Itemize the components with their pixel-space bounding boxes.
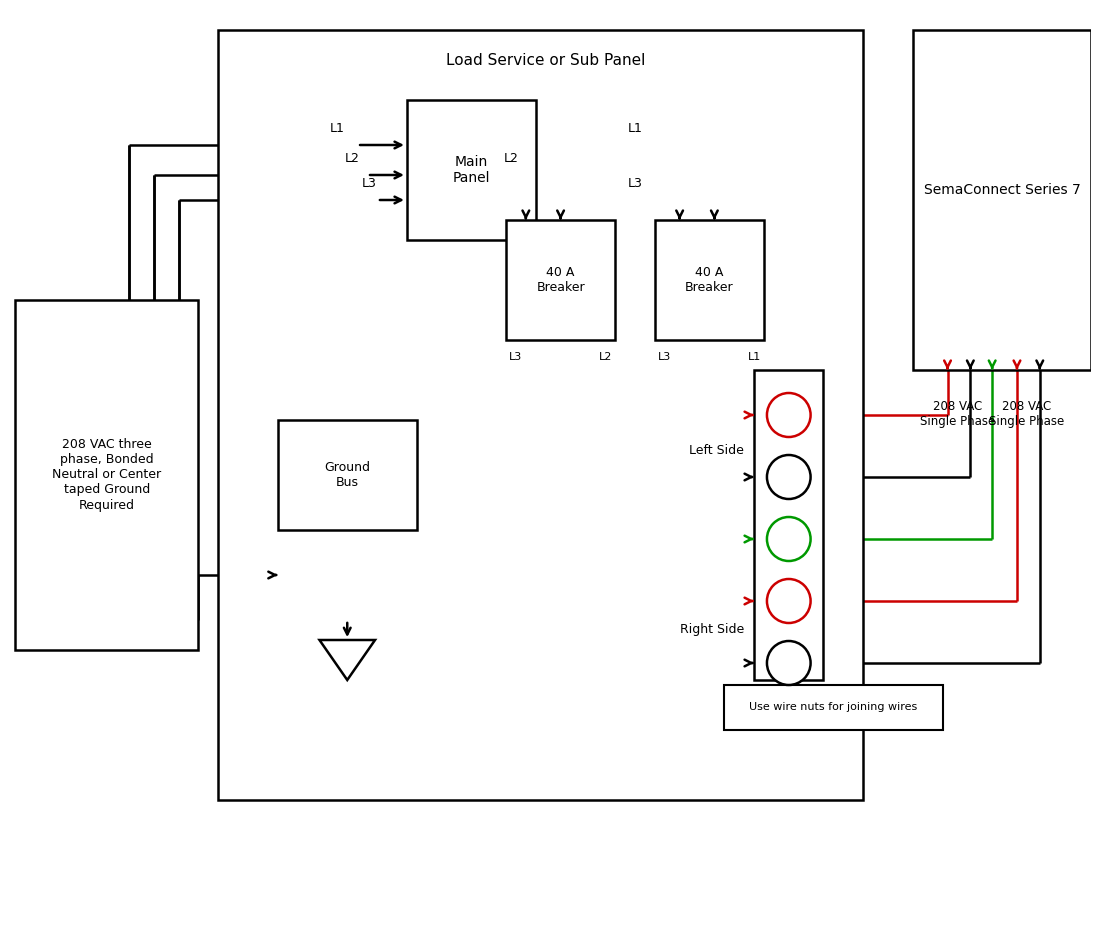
Text: SemaConnect Series 7: SemaConnect Series 7: [924, 183, 1080, 197]
Bar: [407, 100, 536, 240]
Text: L3: L3: [627, 177, 642, 190]
Bar: [724, 685, 943, 730]
Text: L1: L1: [330, 122, 344, 135]
Text: 208 VAC
Single Phase: 208 VAC Single Phase: [920, 400, 996, 428]
Circle shape: [767, 393, 811, 437]
Bar: [654, 220, 764, 340]
Bar: [506, 220, 615, 340]
Text: Left Side: Left Side: [690, 444, 744, 457]
Text: L2: L2: [344, 152, 360, 165]
Circle shape: [767, 455, 811, 499]
Bar: [754, 370, 824, 680]
Text: L2: L2: [598, 352, 612, 362]
Text: L3: L3: [658, 352, 671, 362]
Text: 40 A
Breaker: 40 A Breaker: [685, 266, 734, 294]
Text: 208 VAC three
phase, Bonded
Neutral or Center
taped Ground
Required: 208 VAC three phase, Bonded Neutral or C…: [52, 439, 162, 511]
Circle shape: [767, 579, 811, 623]
Bar: [913, 30, 1091, 370]
Text: Use wire nuts for joining wires: Use wire nuts for joining wires: [749, 702, 917, 712]
Bar: [15, 300, 198, 650]
Text: Load Service or Sub Panel: Load Service or Sub Panel: [446, 52, 646, 67]
Text: Main
Panel: Main Panel: [452, 155, 490, 185]
Bar: [278, 420, 417, 530]
Text: L3: L3: [509, 352, 522, 362]
Text: 208 VAC
Single Phase: 208 VAC Single Phase: [989, 400, 1065, 428]
Circle shape: [767, 517, 811, 561]
Text: L3: L3: [362, 177, 376, 190]
Circle shape: [767, 641, 811, 685]
Text: L1: L1: [747, 352, 761, 362]
Text: Ground
Bus: Ground Bus: [324, 461, 371, 489]
Bar: [218, 30, 864, 800]
Text: L1: L1: [627, 122, 642, 135]
Text: 40 A
Breaker: 40 A Breaker: [537, 266, 585, 294]
Text: L2: L2: [504, 152, 518, 165]
Text: Right Side: Right Side: [680, 623, 744, 636]
